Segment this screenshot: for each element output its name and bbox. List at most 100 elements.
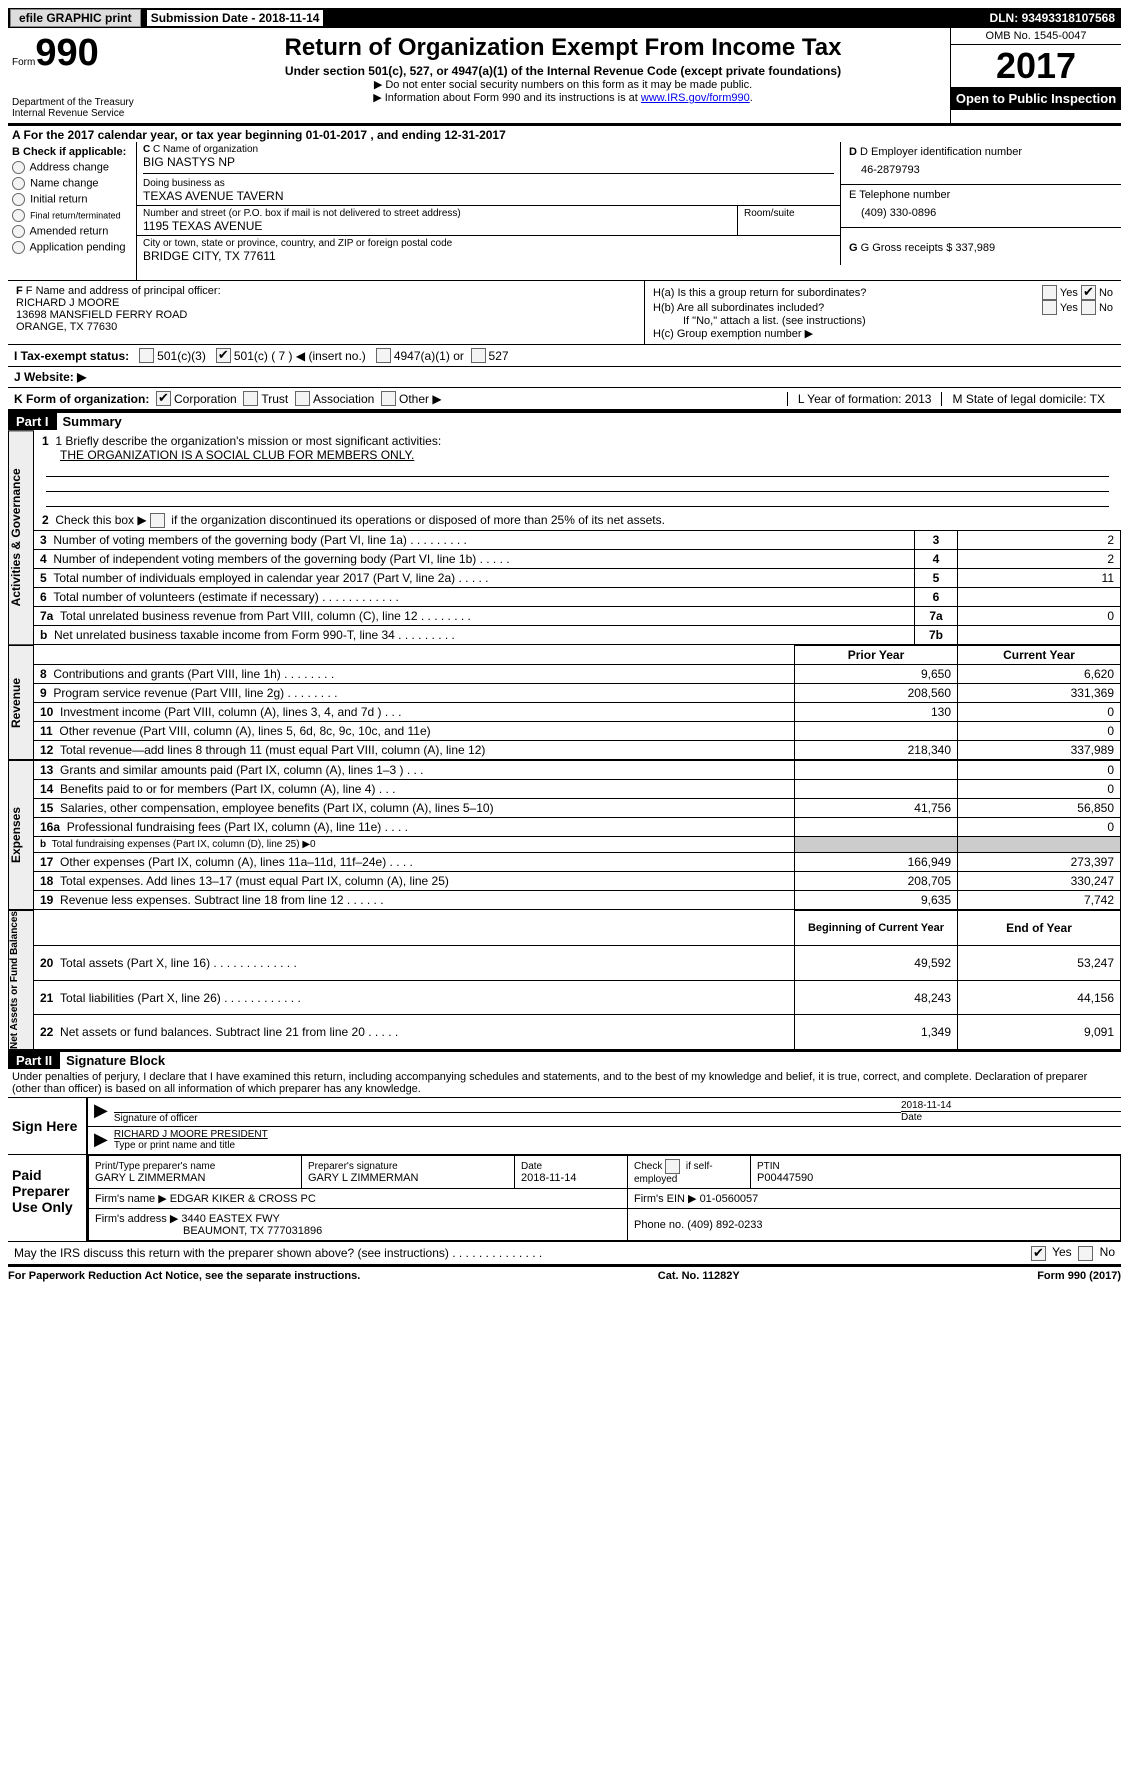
vlabel-netassets: Net Assets or Fund Balances [8,910,34,1050]
cb-self-employed[interactable] [665,1159,680,1174]
netassets-section: Net Assets or Fund Balances Beginning of… [8,910,1121,1050]
footer: For Paperwork Reduction Act Notice, see … [8,1265,1121,1282]
vlabel-expenses: Expenses [8,760,34,910]
cb-527[interactable] [471,348,486,363]
checkbox-final-return[interactable] [12,209,25,222]
form-header: Form990 Department of the Treasury Inter… [8,28,1121,124]
dba-name: TEXAS AVENUE TAVERN [143,189,834,203]
discuss-row: May the IRS discuss this return with the… [8,1242,1121,1264]
officer-name: RICHARD J MOORE [16,297,119,309]
section-f: F F Name and address of principal office… [8,281,645,344]
sig-date: 2018-11-14 [901,1100,951,1111]
section-bcd: B Check if applicable: Address change Na… [8,142,1121,281]
cb-assoc[interactable] [295,391,310,406]
revenue-section: Revenue Prior YearCurrent Year8 Contribu… [8,645,1121,760]
phone-value: (409) 330-0896 [849,201,1113,219]
info-note: ▶ Information about Form 990 and its ins… [180,91,946,104]
officer-addr2: ORANGE, TX 77630 [16,321,117,333]
cb-other[interactable] [381,391,396,406]
cb-trust[interactable] [243,391,258,406]
open-inspection: Open to Public Inspection [951,87,1121,110]
perjury-text: Under penalties of perjury, I declare th… [8,1069,1121,1098]
section-i: I Tax-exempt status: 501(c)(3) 501(c) ( … [8,345,1121,367]
street-address: 1195 TEXAS AVENUE [143,219,731,233]
section-h: H(a) Is this a group return for subordin… [645,281,1121,344]
governance-section: Activities & Governance 1 1 Briefly desc… [8,430,1121,645]
cb-hb-no[interactable] [1081,300,1096,315]
efile-button[interactable]: efile GRAPHIC print [10,9,141,27]
firm-name: EDGAR KIKER & CROSS PC [170,1193,316,1205]
section-k: K Form of organization: Corporation Trus… [8,388,1121,411]
section-j: J Website: ▶ [8,367,1121,388]
cb-4947[interactable] [376,348,391,363]
paid-preparer-block: Paid Preparer Use Only Print/Type prepar… [8,1155,1121,1242]
paid-preparer-label: Paid Preparer Use Only [8,1155,88,1241]
checkbox-amended-return[interactable] [12,225,25,238]
arrow-icon: ▶ [88,1129,114,1151]
preparer-date: 2018-11-14 [521,1172,576,1184]
self-employed-cell: Check if self-employed [628,1156,751,1189]
vlabel-governance: Activities & Governance [8,430,34,645]
firm-addr: 3440 EASTEX FWY [181,1213,279,1225]
sign-here-block: Sign Here ▶ Signature of officer 2018-11… [8,1098,1121,1155]
cb-discontinued[interactable] [150,513,165,528]
cb-501c[interactable] [216,348,231,363]
ein-value: 46-2879793 [849,158,1113,176]
footer-right: Form 990 (2017) [1037,1270,1121,1282]
mission-text: THE ORGANIZATION IS A SOCIAL CLUB FOR ME… [42,448,414,462]
preparer-name: GARY L ZIMMERMAN [95,1172,205,1184]
section-deg: D D Employer identification number46-287… [841,142,1121,280]
submission-date: Submission Date - 2018-11-14 [147,10,324,26]
revenue-table: Prior YearCurrent Year8 Contributions an… [34,645,1121,760]
cb-ha-yes[interactable] [1042,285,1057,300]
year-formation: L Year of formation: 2013 [787,392,942,406]
top-bar: efile GRAPHIC print Submission Date - 20… [8,8,1121,28]
section-b: B Check if applicable: Address change Na… [8,142,137,280]
cb-501c3[interactable] [139,348,154,363]
section-hc: H(c) Group exemption number ▶ [653,327,1113,340]
irs-label: Internal Revenue Service [12,108,172,119]
q2: 2 Check this box ▶ if the organization d… [34,511,1121,530]
section-b-label: B Check if applicable: [12,146,126,158]
dept-treasury: Department of the Treasury [12,97,172,108]
checkbox-name-change[interactable] [12,177,25,190]
cb-discuss-no[interactable] [1078,1246,1093,1261]
city-state-zip: BRIDGE CITY, TX 77611 [143,249,834,263]
omb-number: OMB No. 1545-0047 [951,28,1121,45]
arrow-icon: ▶ [88,1100,114,1124]
phone-label: E Telephone number [849,189,950,201]
vlabel-revenue: Revenue [8,645,34,760]
firm-ein: 01-0560057 [700,1193,759,1205]
form-subtitle: Under section 501(c), 527, or 4947(a)(1)… [180,64,946,78]
cb-corp[interactable] [156,391,171,406]
section-c: C C Name of organizationBIG NASTYS NPDoi… [137,142,841,280]
section-a: A For the 2017 calendar year, or tax yea… [8,124,1121,142]
part-2-header: Part IISignature Block [8,1050,1121,1069]
cb-ha-no[interactable] [1081,285,1096,300]
org-name: BIG NASTYS NP [143,155,834,169]
firm-phone: (409) 892-0233 [687,1219,762,1231]
officer-signed-name: RICHARD J MOORE PRESIDENT [114,1129,268,1140]
officer-addr1: 13698 MANSFIELD FERRY ROAD [16,309,187,321]
checkbox-application-pending[interactable] [12,241,25,254]
ssn-note: ▶ Do not enter social security numbers o… [180,78,946,91]
checkbox-address-change[interactable] [12,161,25,174]
ptin-value: P00447590 [757,1172,813,1184]
expenses-table: 13 Grants and similar amounts paid (Part… [34,760,1121,910]
footer-left: For Paperwork Reduction Act Notice, see … [8,1270,360,1282]
expenses-section: Expenses 13 Grants and similar amounts p… [8,760,1121,910]
irs-link[interactable]: www.IRS.gov/form990 [641,92,750,104]
tax-year: 2017 [951,45,1121,87]
footer-mid: Cat. No. 11282Y [658,1270,740,1282]
netassets-table: Beginning of Current YearEnd of Year20 T… [34,910,1121,1050]
form-prefix: Form [12,57,35,68]
checkbox-initial-return[interactable] [12,193,25,206]
preparer-sig: GARY L ZIMMERMAN [308,1172,418,1184]
governance-table: 3 Number of voting members of the govern… [34,530,1121,645]
sign-here-label: Sign Here [8,1098,88,1154]
state-domicile: M State of legal domicile: TX [941,392,1115,406]
form-title: Return of Organization Exempt From Incom… [180,34,946,62]
cb-hb-yes[interactable] [1042,300,1057,315]
cb-discuss-yes[interactable] [1031,1246,1046,1261]
dln: DLN: 93493318107568 [990,11,1121,25]
